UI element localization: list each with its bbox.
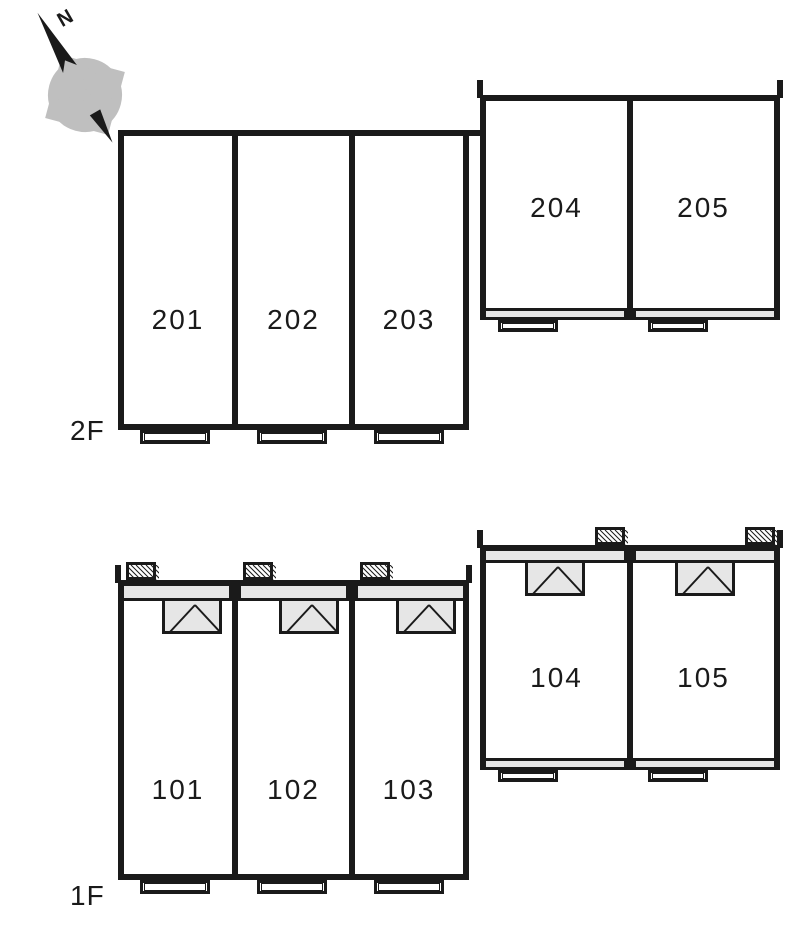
compass-icon: N: [10, 0, 160, 150]
unit-204: 204: [480, 95, 630, 320]
window-sill-inner: [261, 883, 323, 891]
door-hatch: [360, 562, 390, 580]
vestibule: [279, 598, 339, 634]
window-sill-inner: [502, 323, 554, 329]
svg-text:N: N: [54, 5, 78, 31]
unit-label: 202: [267, 304, 320, 336]
window-sill-inner: [144, 433, 206, 441]
wall-stub: [115, 565, 121, 583]
door-hatch: [745, 527, 775, 545]
window-sill-inner: [502, 773, 554, 779]
wall-stub: [777, 80, 783, 98]
vestibule: [525, 560, 585, 596]
unit-201: 201: [118, 130, 235, 430]
window-sill-inner: [378, 883, 440, 891]
window-sill-inner: [261, 433, 323, 441]
wall-stub: [777, 530, 783, 548]
wall-stub: [466, 565, 472, 583]
unit-label: 205: [677, 192, 730, 224]
entry-slab: [633, 758, 777, 770]
entry-slab: [483, 308, 627, 320]
unit-label: 203: [383, 304, 436, 336]
floorplan-canvas: N 201 202 203 204 205 101 102 103 104 10…: [0, 0, 800, 940]
floor-label-2f: 2F: [70, 415, 105, 447]
entry-slab: [483, 758, 627, 770]
unit-label: 101: [152, 774, 205, 806]
unit-label: 201: [152, 304, 205, 336]
unit-203: 203: [352, 130, 469, 430]
unit-label: 103: [383, 774, 436, 806]
unit-label: 105: [677, 662, 730, 694]
vestibule: [162, 598, 222, 634]
wall-stub: [477, 530, 483, 548]
door-hatch: [595, 527, 625, 545]
vestibule: [675, 560, 735, 596]
unit-label: 102: [267, 774, 320, 806]
unit-202: 202: [235, 130, 352, 430]
unit-label: 104: [530, 662, 583, 694]
window-sill-inner: [652, 323, 704, 329]
window-sill-inner: [652, 773, 704, 779]
wall-stub: [477, 80, 483, 98]
floor-label-1f: 1F: [70, 880, 105, 912]
door-hatch: [243, 562, 273, 580]
unit-label: 204: [530, 192, 583, 224]
entry-slab: [633, 308, 777, 320]
unit-205: 205: [630, 95, 780, 320]
window-sill-inner: [144, 883, 206, 891]
bridge-line: [469, 130, 483, 136]
door-hatch: [126, 562, 156, 580]
window-sill-inner: [378, 433, 440, 441]
vestibule: [396, 598, 456, 634]
